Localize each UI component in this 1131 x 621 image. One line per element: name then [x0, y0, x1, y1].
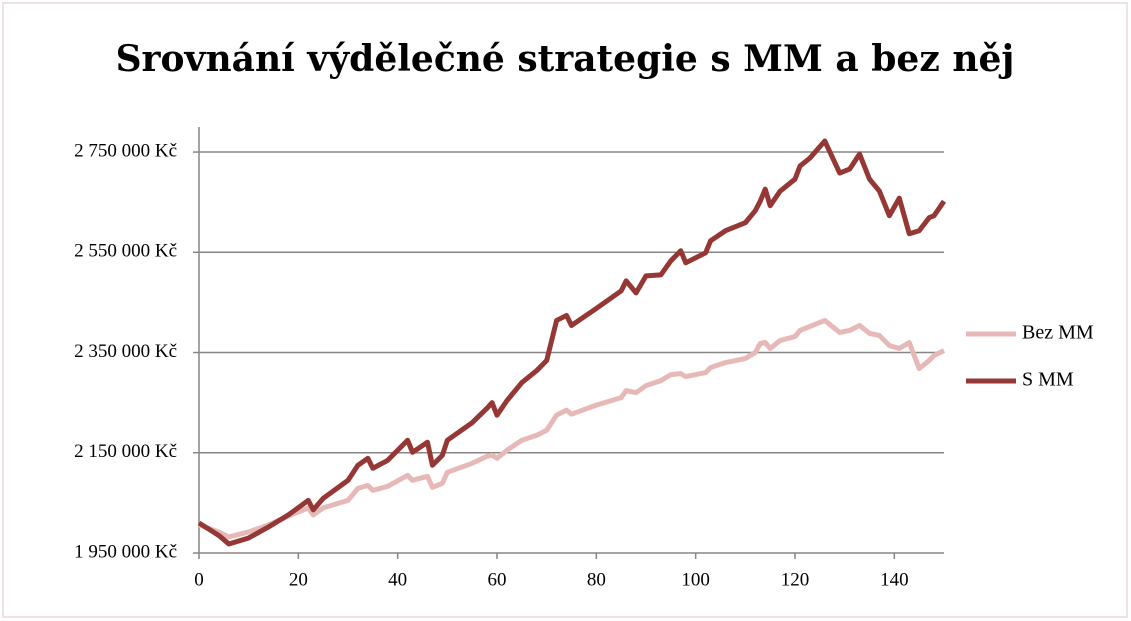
y-tick-label: 2 150 000 Kč — [74, 441, 177, 462]
x-tick-label: 100 — [681, 569, 710, 590]
x-tick-label: 40 — [388, 569, 407, 590]
y-tick-label: 2 750 000 Kč — [74, 140, 177, 161]
series-line — [197, 138, 947, 547]
y-tick-label: 1 950 000 Kč — [74, 541, 177, 562]
x-tick-label: 140 — [880, 569, 909, 590]
x-tick-label: 0 — [194, 569, 204, 590]
x-tick-label: 60 — [488, 569, 507, 590]
series-line — [198, 317, 946, 540]
x-tick-label: 80 — [587, 569, 606, 590]
legend-label: S MM — [1022, 369, 1074, 391]
y-tick-label: 2 350 000 Kč — [74, 341, 177, 362]
x-tick-label: 20 — [289, 569, 308, 590]
legend-label: Bez MM — [1022, 322, 1094, 344]
x-tick-label: 120 — [781, 569, 810, 590]
chart-title: Srovnání výdělečné strategie s MM a bez … — [116, 38, 1015, 80]
y-tick-label: 2 550 000 Kč — [74, 241, 177, 262]
